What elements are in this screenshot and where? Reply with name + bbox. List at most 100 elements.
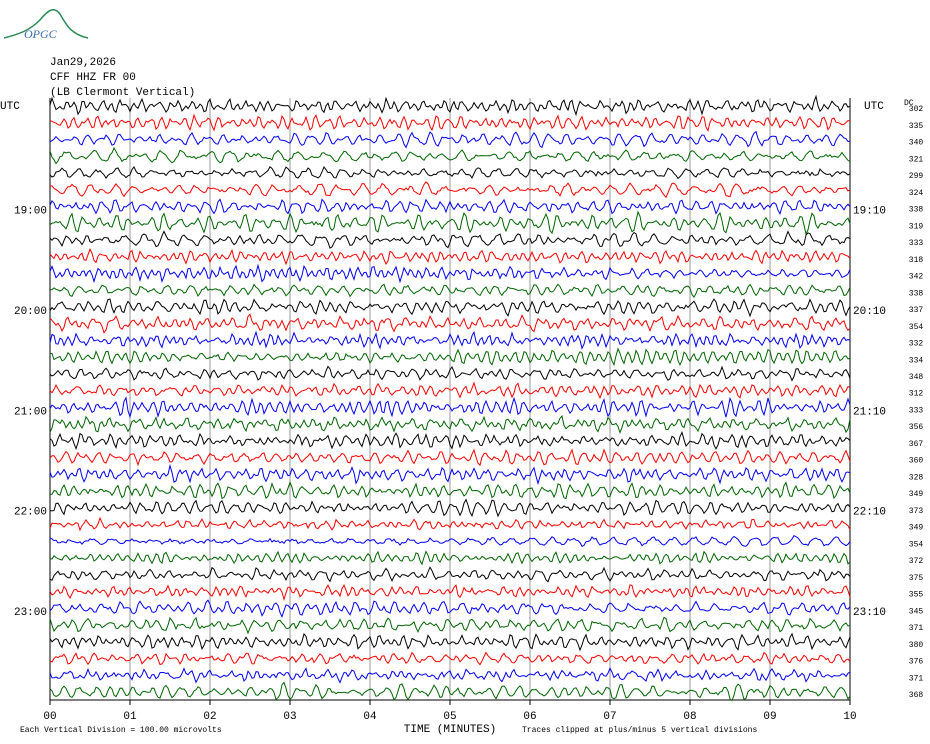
trace <box>49 283 851 299</box>
dc-offset: 338 <box>909 289 924 298</box>
dc-offset: 368 <box>909 691 924 700</box>
right-time-label: 21:10 <box>853 406 886 418</box>
left-time-label: 19:00 <box>14 205 47 217</box>
dc-offset: 318 <box>909 256 924 265</box>
trace <box>49 298 851 318</box>
dc-offset: 340 <box>909 139 924 148</box>
dc-offset: 342 <box>909 273 924 282</box>
trace <box>49 396 851 419</box>
trace <box>49 130 851 149</box>
trace <box>49 94 851 117</box>
trace <box>49 667 851 684</box>
x-tick-label: 00 <box>43 711 56 723</box>
x-tick-label: 09 <box>763 711 776 723</box>
dc-offset: 335 <box>909 122 924 131</box>
dc-offset: 334 <box>909 356 924 365</box>
dc-offset: 372 <box>909 557 924 566</box>
logo-curve <box>3 9 89 39</box>
dc-offset: 355 <box>909 591 924 600</box>
dc-offset: 333 <box>909 239 924 248</box>
dc-offset: 324 <box>909 189 924 198</box>
right-time-label: 19:10 <box>853 205 886 217</box>
trace <box>49 448 851 467</box>
x-tick-label: 01 <box>123 711 137 723</box>
station: CFF HHZ FR 00 <box>50 72 136 84</box>
x-axis-label: TIME (MINUTES) <box>404 724 496 736</box>
trace <box>49 430 851 451</box>
trace <box>49 330 851 350</box>
dc-offset: 337 <box>909 306 924 315</box>
dc-offset: 371 <box>909 674 924 683</box>
dc-offset: 349 <box>909 490 924 499</box>
trace <box>49 230 851 249</box>
dc-offset: 354 <box>909 323 924 332</box>
dc-header: DC <box>904 99 914 108</box>
trace <box>49 632 851 652</box>
trace <box>49 198 851 216</box>
location: (LB Clermont Vertical) <box>50 87 195 99</box>
right-time-label: 23:10 <box>853 607 886 619</box>
left-time-label: UTC <box>0 101 20 113</box>
trace <box>49 146 851 165</box>
trace <box>49 313 851 334</box>
x-tick-label: 05 <box>443 711 456 723</box>
trace <box>49 599 851 619</box>
trace <box>49 550 851 566</box>
trace <box>49 480 851 500</box>
x-tick-label: 04 <box>363 711 377 723</box>
trace <box>49 463 851 486</box>
dc-offset: 360 <box>909 457 924 466</box>
dc-offset: 299 <box>909 172 924 181</box>
trace <box>50 347 851 367</box>
left-time-label: 22:00 <box>14 507 47 519</box>
dc-offset: 345 <box>909 607 924 616</box>
left-time-label: 21:00 <box>14 406 47 418</box>
dc-offset: 375 <box>909 574 924 583</box>
dc-offset: 371 <box>909 624 924 633</box>
dc-offset: 354 <box>909 540 924 549</box>
right-time-label: UTC <box>864 101 884 113</box>
dc-offset: 332 <box>909 340 924 349</box>
x-tick-label: 08 <box>683 711 696 723</box>
scale-note: Each Vertical Division = 100.00 microvol… <box>20 726 222 735</box>
trace <box>49 210 851 236</box>
trace <box>49 365 851 382</box>
dc-offset: 333 <box>909 406 924 415</box>
trace <box>49 498 851 518</box>
x-tick-label: 02 <box>203 711 216 723</box>
trace <box>49 263 851 284</box>
trace <box>49 181 851 199</box>
dc-offset: 348 <box>909 373 924 382</box>
trace <box>49 681 851 702</box>
right-time-label: 20:10 <box>853 306 886 318</box>
dc-offset: 367 <box>909 440 924 449</box>
x-tick-label: 10 <box>843 711 856 723</box>
left-time-label: 20:00 <box>14 306 47 318</box>
dc-offset: 373 <box>909 507 924 516</box>
dc-offset: 302 <box>909 105 924 114</box>
trace <box>49 583 851 602</box>
right-time-label: 22:10 <box>853 507 886 519</box>
dc-offset: 328 <box>909 473 924 482</box>
dc-offset: 312 <box>909 390 924 399</box>
date: Jan29,2026 <box>50 57 116 69</box>
left-time-label: 23:00 <box>14 607 47 619</box>
trace <box>49 651 851 666</box>
x-tick-label: 07 <box>603 711 616 723</box>
dc-offset: 349 <box>909 524 924 533</box>
trace <box>49 616 851 635</box>
trace <box>49 248 851 266</box>
logo-text: OPGC <box>24 27 58 41</box>
trace <box>49 381 851 400</box>
trace <box>49 535 851 547</box>
dc-offset: 321 <box>909 155 924 164</box>
trace <box>49 516 851 532</box>
trace <box>49 165 851 180</box>
trace <box>49 415 851 435</box>
trace <box>49 566 851 583</box>
dc-offset: 380 <box>909 641 924 650</box>
clip-note: Traces clipped at plus/minus 5 vertical … <box>522 726 757 735</box>
dc-offset: 356 <box>909 423 924 432</box>
trace <box>49 113 851 132</box>
